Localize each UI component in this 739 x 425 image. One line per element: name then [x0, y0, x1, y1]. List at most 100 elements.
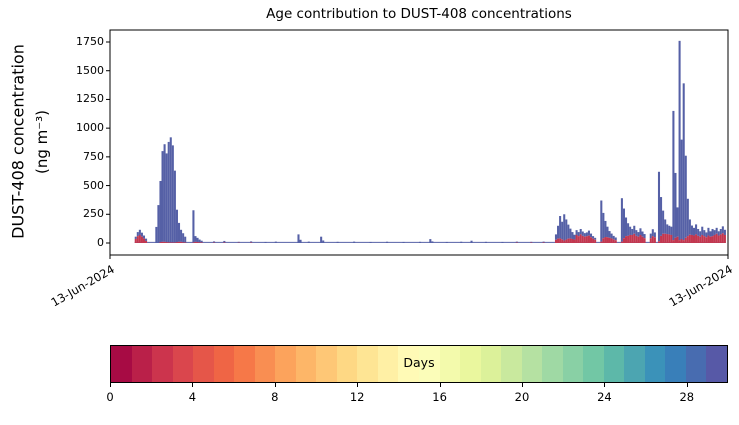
- colorbar-tick-label: 20: [514, 390, 530, 404]
- bar-old: [594, 237, 597, 240]
- colorbar-tick-label: 28: [679, 390, 695, 404]
- bar-old: [587, 230, 590, 236]
- bar-old: [567, 224, 570, 239]
- bar-old: [336, 241, 339, 243]
- bar-young: [676, 236, 679, 243]
- bar-young: [705, 237, 708, 243]
- colorbar-segment: [480, 346, 502, 382]
- bar-old: [657, 171, 661, 242]
- bar-young: [680, 238, 683, 243]
- colorbar-tick-mark: [192, 383, 194, 387]
- bar-old: [196, 237, 199, 243]
- bars-group: [134, 40, 726, 243]
- bar-old: [155, 226, 158, 243]
- bar-young: [161, 241, 164, 243]
- bar-old: [705, 232, 708, 238]
- colorbar-tick-label: 8: [271, 390, 279, 404]
- bar-old: [460, 241, 463, 243]
- bar-old: [631, 228, 634, 235]
- bar-old: [501, 241, 504, 243]
- bar-young: [717, 235, 720, 243]
- bar-young: [695, 234, 698, 243]
- colorbar-segment: [398, 346, 419, 382]
- bar-old: [402, 241, 405, 243]
- bar-young: [662, 233, 665, 243]
- bar-old: [142, 235, 146, 239]
- bar-young: [180, 241, 183, 243]
- bar-young: [719, 234, 722, 243]
- colorbar-tick-mark: [522, 383, 523, 387]
- bar-old: [666, 224, 669, 235]
- bar-old: [721, 226, 724, 234]
- bar-young: [134, 238, 137, 243]
- bar-old: [200, 240, 203, 243]
- bar-young: [713, 234, 716, 243]
- bar-old: [563, 214, 566, 241]
- bar-old: [668, 225, 671, 235]
- bar-young: [138, 234, 141, 243]
- colorbar-segment: [501, 346, 522, 382]
- bar-old: [369, 241, 372, 243]
- bar-old: [299, 239, 302, 243]
- bar-old: [194, 236, 197, 242]
- bar-old: [643, 234, 646, 239]
- colorbar-segment: [583, 346, 604, 382]
- colorbar-segment: [234, 346, 255, 382]
- bar-young: [200, 242, 203, 243]
- bar-young: [678, 240, 681, 243]
- bar-young: [561, 239, 564, 243]
- bar-old: [684, 155, 687, 238]
- bar-old: [171, 145, 174, 243]
- bar-young: [177, 241, 181, 243]
- colorbar-segment: [275, 346, 296, 382]
- y-tick-label: 750: [83, 149, 104, 163]
- colorbar-segment: [213, 346, 235, 382]
- colorbar-segment: [706, 346, 727, 382]
- bar-old: [167, 141, 170, 243]
- colorbar-segment: [562, 346, 584, 382]
- y-tick-label: 1750: [76, 35, 104, 48]
- bar-young: [142, 238, 146, 243]
- bar-young: [194, 241, 197, 243]
- bar-young: [620, 241, 623, 243]
- colorbar-tick-mark: [110, 383, 111, 387]
- bar-young: [575, 234, 578, 243]
- y-tick-label: 0: [97, 236, 104, 249]
- colorbar-segment: [624, 346, 645, 382]
- bar-old: [307, 241, 310, 243]
- bar-old: [429, 239, 432, 243]
- colorbar-segment: [460, 346, 481, 382]
- bar-old: [213, 241, 216, 243]
- bar-old: [353, 241, 356, 243]
- bar-young: [614, 240, 617, 243]
- y-tick-label: 1250: [76, 92, 104, 106]
- bar-old: [639, 228, 642, 235]
- bar-young: [184, 242, 187, 243]
- colorbar-tick-mark: [274, 383, 276, 387]
- bar-young: [182, 242, 185, 243]
- bar-old: [140, 232, 143, 237]
- bar-young: [666, 234, 669, 243]
- bar-young: [639, 234, 642, 243]
- bar-old: [575, 230, 578, 235]
- colorbar-segment: [152, 346, 173, 382]
- bar-old: [515, 241, 518, 243]
- bar-young: [699, 236, 702, 243]
- bar-young: [145, 240, 148, 243]
- y-axis-label-line1: DUST-408 concentration: [8, 44, 28, 239]
- bar-young: [660, 235, 663, 243]
- colorbar-segment: [316, 346, 337, 382]
- bar-old: [678, 40, 681, 241]
- bar-young: [196, 242, 199, 243]
- bar-young: [721, 233, 724, 243]
- bar-young: [577, 236, 580, 243]
- bar-old: [184, 236, 187, 243]
- bar-old: [583, 233, 586, 237]
- bar-young: [606, 237, 609, 243]
- bar-young: [571, 238, 574, 243]
- bar-old: [717, 231, 720, 236]
- bar-old: [662, 210, 665, 234]
- bar-old: [688, 219, 691, 235]
- bar-old: [177, 222, 181, 242]
